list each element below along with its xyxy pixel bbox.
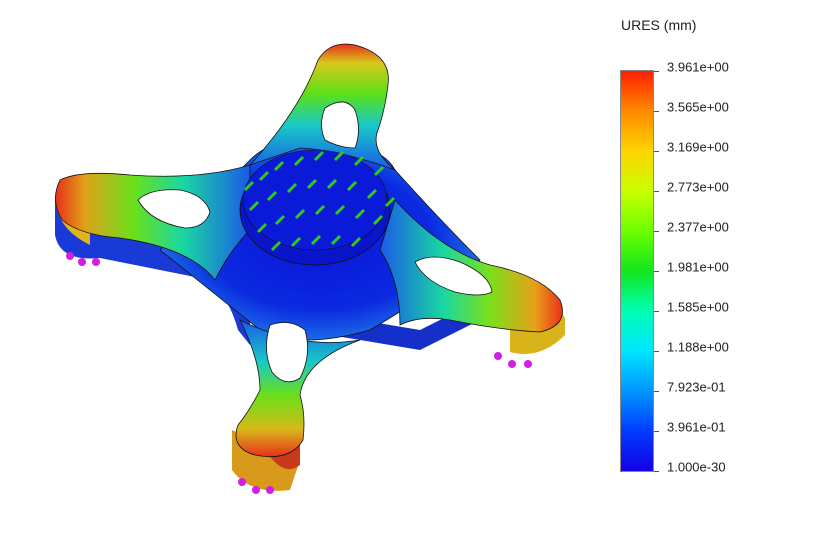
legend-tick-label: 1.585e+00: [667, 299, 729, 315]
legend-tick-mark: [654, 111, 659, 112]
load-arrows: [243, 150, 396, 252]
legend-tick-label: 1.981e+00: [667, 259, 729, 275]
part-arm-east: [379, 199, 563, 333]
legend-tick-mark: [654, 391, 659, 392]
legend-tick-mark: [654, 311, 659, 312]
legend-color-bar: [620, 70, 654, 472]
legend-tick-label: 3.169e+00: [667, 139, 729, 155]
legend-tick-label: 3.565e+00: [667, 99, 729, 115]
part-arm-west: [55, 164, 251, 281]
part-boss-top: [242, 149, 388, 251]
part-arm-north: [248, 43, 396, 171]
legend-tick-mark: [654, 431, 659, 432]
legend-tick-label: 2.773e+00: [667, 179, 729, 195]
fixture-markers: [66, 252, 532, 494]
legend-tick-mark: [654, 71, 659, 72]
legend-tick-mark: [654, 231, 659, 232]
legend-tick-label: 1.000e-30: [667, 459, 726, 475]
legend-tick-mark: [654, 351, 659, 352]
legend-tick-label: 2.377e+00: [667, 219, 729, 235]
legend-title: URES (mm): [621, 17, 697, 33]
part-slots: [137, 101, 493, 383]
legend-tick-label: 1.188e+00: [667, 339, 729, 355]
legend-tick-mark: [654, 471, 659, 472]
model-viewport[interactable]: [0, 0, 600, 535]
legend-tick-mark: [654, 271, 659, 272]
legend-tick-label: 7.923e-01: [667, 379, 726, 395]
legend-tick-label: 3.961e+00: [667, 59, 729, 75]
legend-tick-label: 3.961e-01: [667, 419, 726, 435]
legend-tick-mark: [654, 151, 659, 152]
legend-tick-mark: [654, 191, 659, 192]
